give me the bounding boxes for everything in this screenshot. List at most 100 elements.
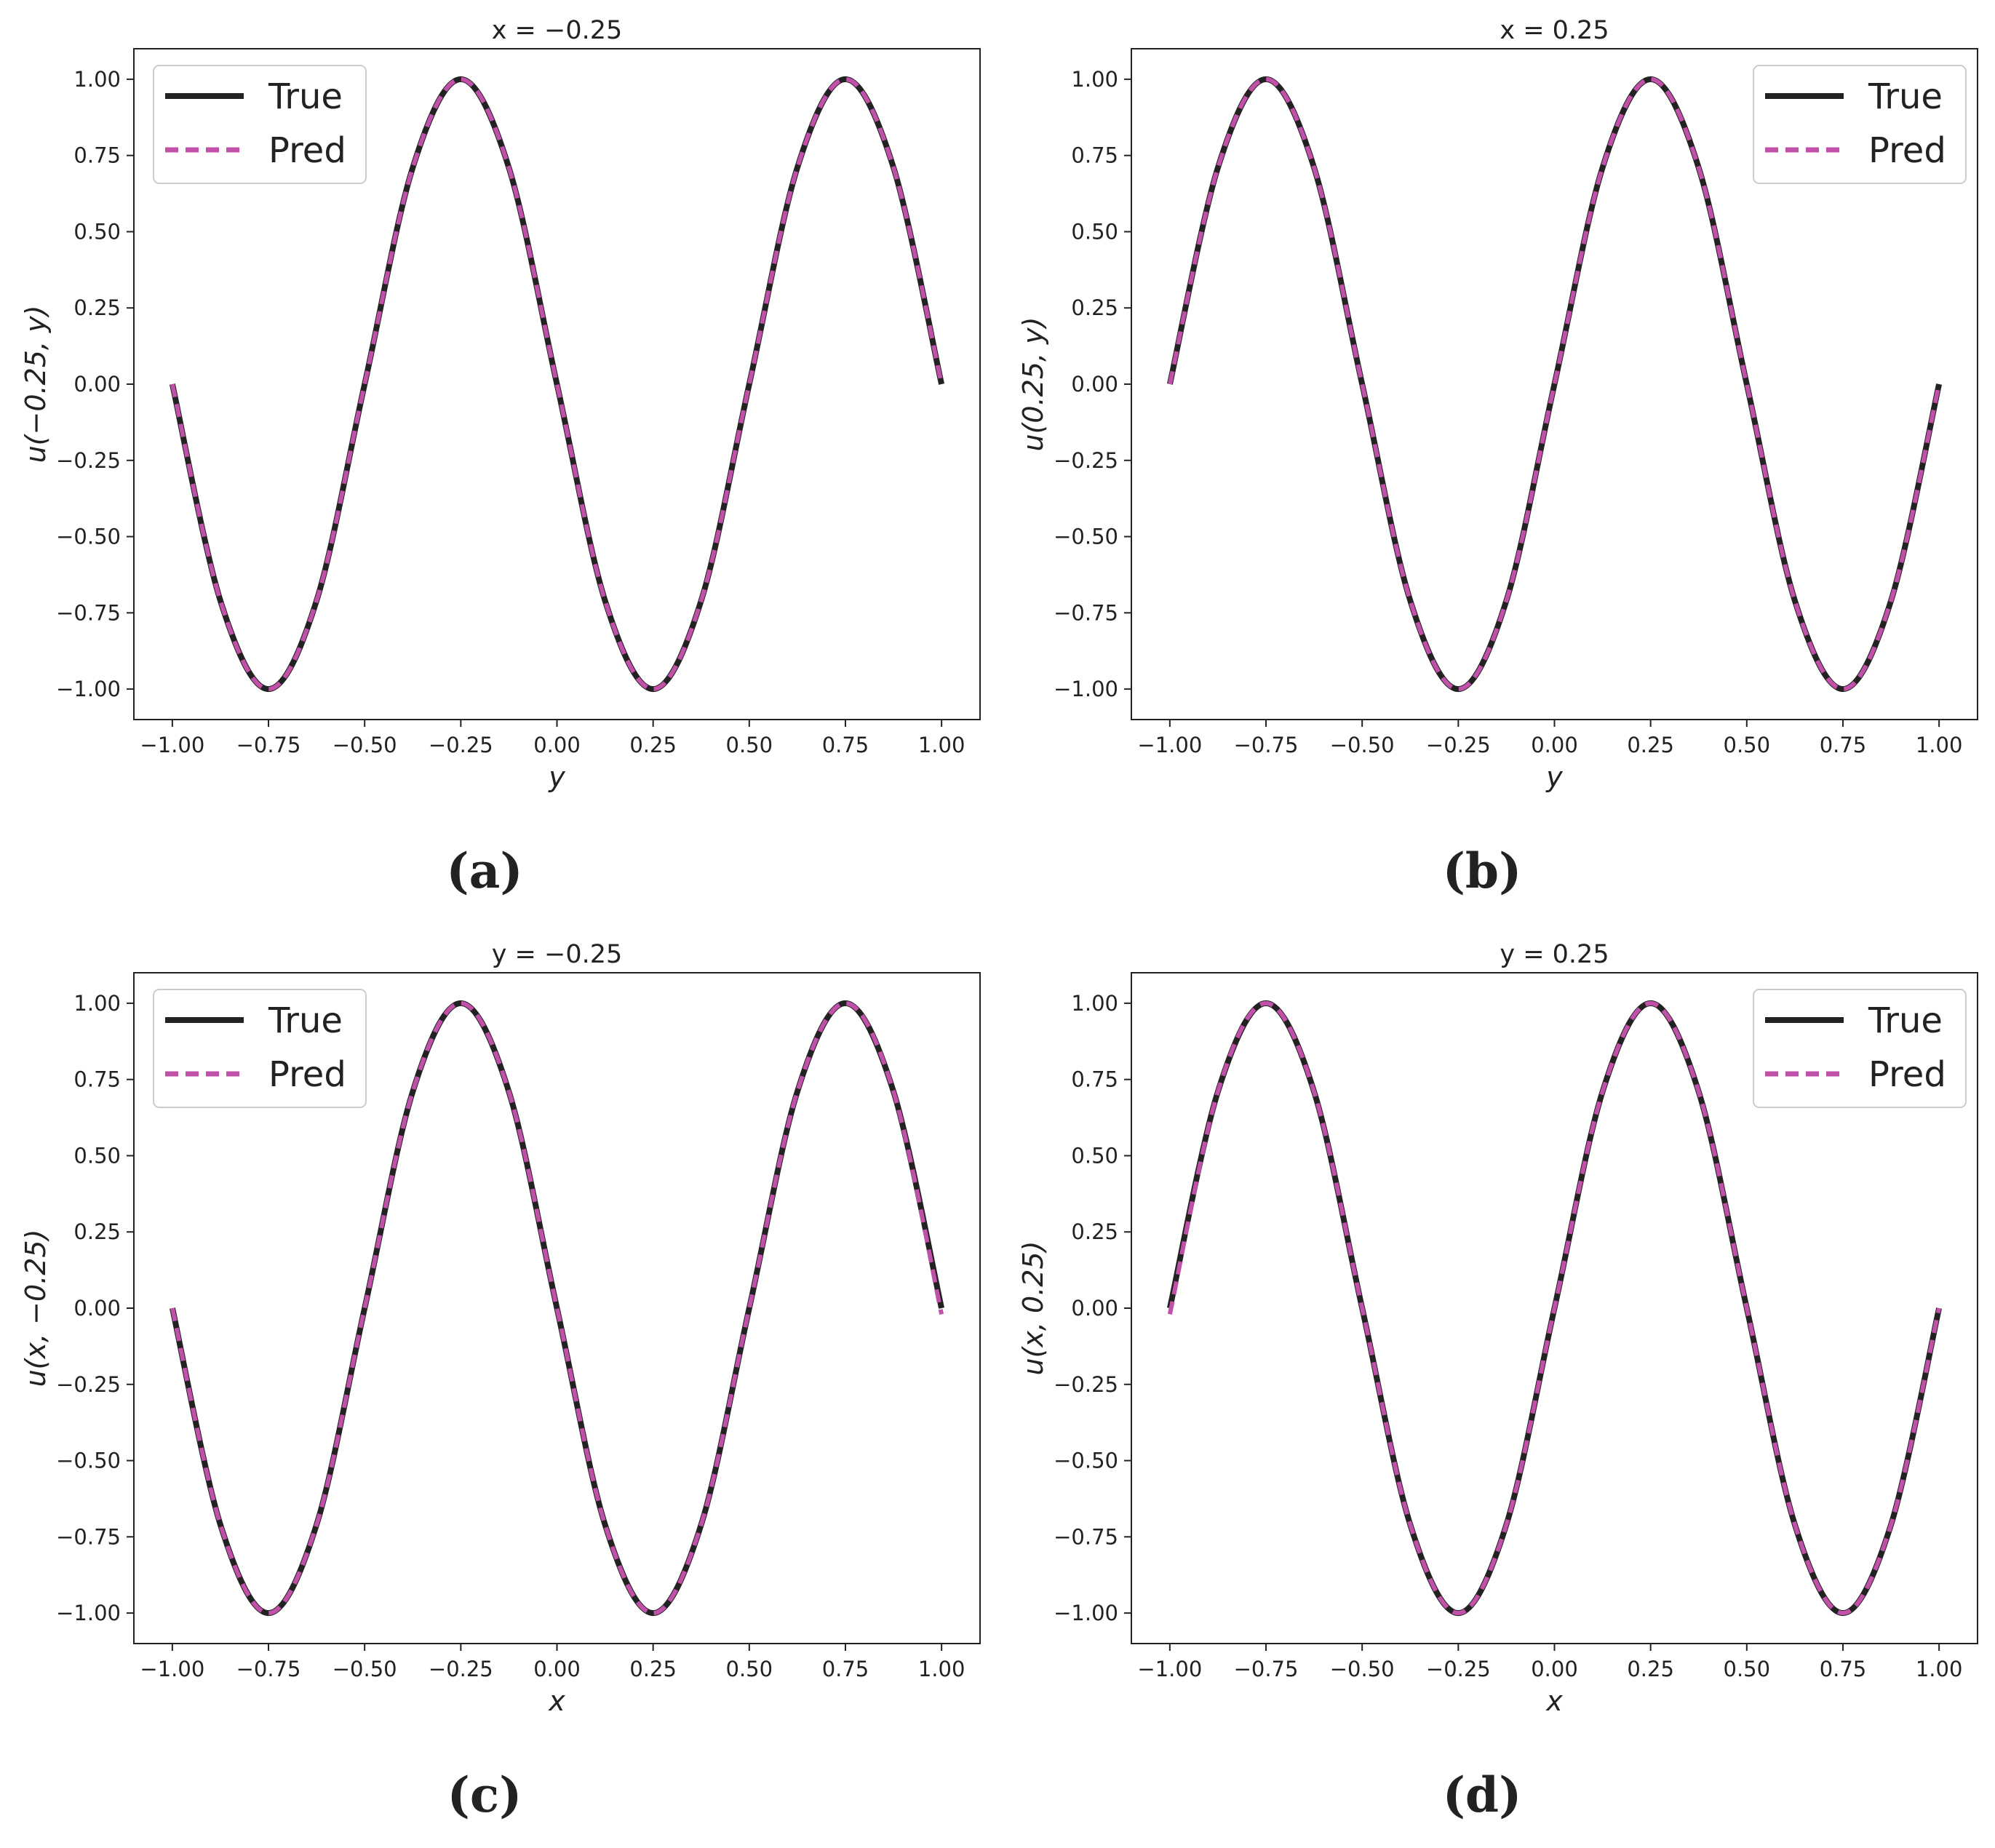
y-tick-label: 0.75 — [73, 1067, 121, 1092]
y-tick-label: 0.25 — [1071, 295, 1118, 320]
x-tick-label: 1.00 — [1916, 733, 1963, 757]
chart-panel-c: y = −0.25 −1.00 −0.75 −0.50 −0.25 0.00 0.25 0.5… — [0, 924, 998, 1848]
y-tick-label: 1.00 — [73, 991, 121, 1016]
x-axis-label: y — [1545, 761, 1563, 793]
y-tick-label: −0.25 — [56, 1372, 121, 1397]
x-tick-label: −0.50 — [1330, 1657, 1395, 1681]
x-tick-label: 0.25 — [629, 1657, 677, 1681]
legend-label-pred: Pred — [268, 130, 346, 171]
sub-caption-d: (d) — [1442, 1767, 1522, 1823]
x-tick-label: 1.00 — [918, 1657, 965, 1681]
y-tick-label: 0.50 — [1071, 1143, 1118, 1168]
y-tick-label: −0.75 — [1054, 1524, 1118, 1549]
y-tick-label: −0.50 — [1054, 525, 1118, 549]
y-tick-label: −0.50 — [56, 525, 121, 549]
y-tick-label: −0.50 — [1054, 1449, 1118, 1473]
y-tick-label: 0.75 — [1071, 143, 1118, 168]
y-tick-label: 0.25 — [73, 1219, 121, 1244]
y-tick-label: −0.75 — [56, 600, 121, 625]
legend-label-pred: Pred — [1868, 130, 1946, 171]
series-line-pred — [170, 76, 944, 692]
x-tick-label: −0.75 — [1234, 1657, 1299, 1681]
x-tick-label: −0.25 — [1426, 1657, 1491, 1681]
y-tick-label: 0.50 — [1071, 219, 1118, 244]
x-tick-label: −0.50 — [332, 733, 397, 757]
x-axis-label: y — [548, 761, 565, 793]
legend-label-true: True — [1868, 76, 1943, 117]
x-tick-label: −0.25 — [429, 1657, 493, 1681]
y-tick-label: 1.00 — [1071, 991, 1118, 1016]
x-tick-label: 0.00 — [533, 1657, 581, 1681]
y-tick-label: 0.00 — [73, 372, 121, 397]
y-tick-label: −0.25 — [56, 448, 121, 473]
series-line-pred — [1167, 1000, 1942, 1616]
x-tick-label: 0.25 — [1627, 1657, 1674, 1681]
y-tick-label: 0.50 — [73, 1143, 121, 1168]
y-tick-label: −0.75 — [56, 1524, 121, 1549]
chart-panel-a: x = −0.25 −1.00 −0.75 −0.50 −0.25 0.00 0.25 0.5… — [0, 0, 998, 924]
y-tick-label: 0.00 — [73, 1296, 121, 1321]
y-tick-label: 0.75 — [1071, 1067, 1118, 1092]
x-tick-label: 0.50 — [1724, 1657, 1771, 1681]
chart-title: x = −0.25 — [492, 16, 623, 45]
x-tick-label: −0.75 — [236, 1657, 301, 1681]
series-line-pred — [1167, 76, 1942, 692]
y-axis-label: u(0.25, y) — [1017, 317, 1049, 452]
y-axis-label: u(−0.25, y) — [20, 306, 52, 463]
y-tick-label: 0.50 — [73, 219, 121, 244]
x-tick-label: −0.25 — [1426, 733, 1491, 757]
y-axis-label: u(x, −0.25) — [20, 1230, 52, 1387]
x-tick-label: 0.75 — [822, 1657, 869, 1681]
x-tick-label: 0.50 — [1724, 733, 1771, 757]
y-tick-label: 1.00 — [1071, 67, 1118, 92]
y-tick-label: 0.00 — [1071, 1296, 1118, 1321]
y-axis-label: u(x, 0.25) — [1017, 1241, 1049, 1376]
y-tick-label: 0.25 — [1071, 1219, 1118, 1244]
sub-caption-a: (a) — [446, 843, 523, 899]
y-tick-label: −0.50 — [56, 1449, 121, 1473]
chart-title: y = 0.25 — [1500, 940, 1609, 969]
x-tick-label: −0.75 — [1234, 733, 1299, 757]
x-tick-label: −0.25 — [429, 733, 493, 757]
x-tick-label: 1.00 — [918, 733, 965, 757]
x-tick-label: 0.00 — [1531, 733, 1578, 757]
x-tick-label: −0.50 — [332, 1657, 397, 1681]
y-tick-label: 0.00 — [1071, 372, 1118, 397]
y-tick-label: 1.00 — [73, 67, 121, 92]
x-axis-label: x — [548, 1685, 565, 1717]
x-tick-label: −1.00 — [1137, 733, 1202, 757]
x-tick-label: 0.25 — [629, 733, 677, 757]
x-tick-label: 0.75 — [1820, 733, 1867, 757]
sub-caption-c: (c) — [447, 1767, 522, 1823]
x-tick-label: −0.50 — [1330, 733, 1395, 757]
y-tick-label: 0.75 — [73, 143, 121, 168]
y-tick-label: −1.00 — [56, 1601, 121, 1625]
x-tick-label: −1.00 — [1137, 1657, 1202, 1681]
x-tick-label: 0.50 — [726, 733, 773, 757]
y-tick-label: −1.00 — [1054, 1601, 1118, 1625]
y-tick-label: −1.00 — [56, 677, 121, 701]
x-tick-label: 1.00 — [1916, 1657, 1963, 1681]
x-tick-label: 0.75 — [822, 733, 869, 757]
x-tick-label: 0.75 — [1820, 1657, 1867, 1681]
legend-label-pred: Pred — [268, 1054, 346, 1095]
chart-panel-d: y = 0.25 −1.00 −0.75 −0.50 −0.25 0.00 0.25 0.50… — [998, 924, 1995, 1848]
x-tick-label: 0.00 — [533, 733, 581, 757]
sub-caption-b: (b) — [1442, 843, 1522, 899]
chart-svg-b: x = 0.25 −1.00 −0.75 −0.50 −0.25 0.00 0.25 0.50… — [1017, 16, 1978, 793]
x-tick-label: −0.75 — [236, 733, 301, 757]
legend-label-true: True — [268, 1000, 343, 1041]
legend-label-true: True — [1868, 1000, 1943, 1041]
series-line-pred — [170, 1000, 944, 1616]
x-tick-label: 0.25 — [1627, 733, 1674, 757]
x-tick-label: −1.00 — [140, 733, 204, 757]
chart-svg-a: x = −0.25 −1.00 −0.75 −0.50 −0.25 0.00 0.25 0.5… — [20, 16, 981, 793]
chart-svg-c: y = −0.25 −1.00 −0.75 −0.50 −0.25 0.00 0.25 0.5… — [20, 940, 981, 1717]
legend-label-true: True — [268, 76, 343, 117]
y-tick-label: 0.25 — [73, 295, 121, 320]
chart-panel-b: x = 0.25 −1.00 −0.75 −0.50 −0.25 0.00 0.25 0.50… — [998, 0, 1995, 924]
x-tick-label: 0.00 — [1531, 1657, 1578, 1681]
y-tick-label: −0.25 — [1054, 1372, 1118, 1397]
legend-label-pred: Pred — [1868, 1054, 1946, 1095]
